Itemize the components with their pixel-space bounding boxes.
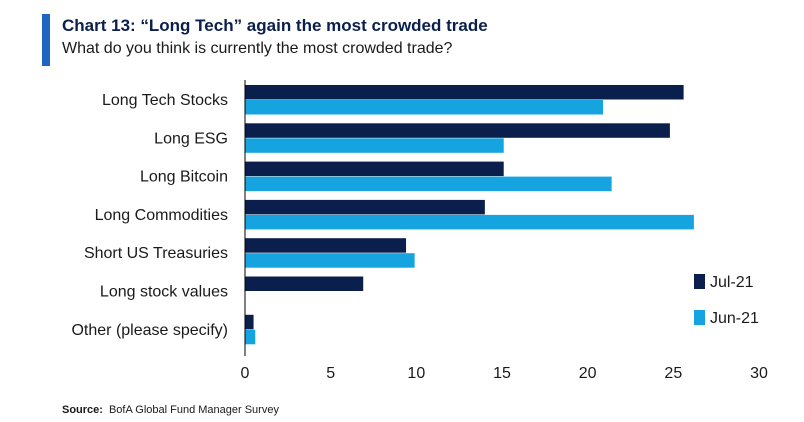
x-tick-label: 5 [326,365,335,382]
category-label: Long ESG [154,130,228,147]
legend-label: Jul-21 [710,274,754,291]
bar-jul-21-2 [245,161,504,177]
bar-jul-21-4 [245,238,407,253]
bar-jul-21-3 [245,199,485,215]
x-tick-label: 15 [493,365,511,382]
chart-subtitle: What do you think is currently the most … [62,40,453,57]
category-label: Long Tech Stocks [102,92,228,109]
x-tick-label: 25 [664,365,682,382]
category-label: Short US Treasuries [84,245,228,262]
category-labels: Long Tech Stocks Long ESG Long Bitcoin Long… [71,92,228,339]
bar-jul-21-6 [245,314,254,330]
x-tick-labels: 0 5 10 15 20 25 30 [241,365,768,382]
x-tick-label: 30 [750,365,768,382]
bar-jul-21-5 [245,276,364,291]
x-tick-label: 10 [407,365,425,382]
bar-jun-21-0 [245,100,604,115]
bar-jun-21-4 [245,253,415,268]
bar-jun-21-1 [245,138,504,153]
bar-jul-21-1 [245,123,670,138]
bar-jun-21-2 [245,176,612,192]
bars-group [245,85,694,345]
legend: Jul-21 Jun-21 [694,274,759,327]
bar-jun-21-6 [245,329,256,345]
bar-jun-21-3 [245,214,694,230]
x-tick-label: 0 [241,365,250,382]
source-text: BofA Global Fund Manager Survey [108,404,279,416]
chart-title: Chart 13: “Long Tech” again the most cro… [62,16,488,35]
source-label: Source: [62,404,103,416]
category-label: Other (please specify) [71,322,228,339]
category-label: Long Commodities [95,207,228,224]
legend-swatch [694,274,705,289]
bar-jul-21-0 [245,85,684,100]
legend-label: Jun-21 [710,310,759,327]
x-tick-label: 20 [579,365,597,382]
category-label: Long Bitcoin [140,169,228,186]
category-label: Long stock values [100,284,228,301]
title-accent-bar [42,14,50,66]
legend-swatch [694,310,705,325]
source-note: Source: BofA Global Fund Manager Survey [62,404,279,416]
